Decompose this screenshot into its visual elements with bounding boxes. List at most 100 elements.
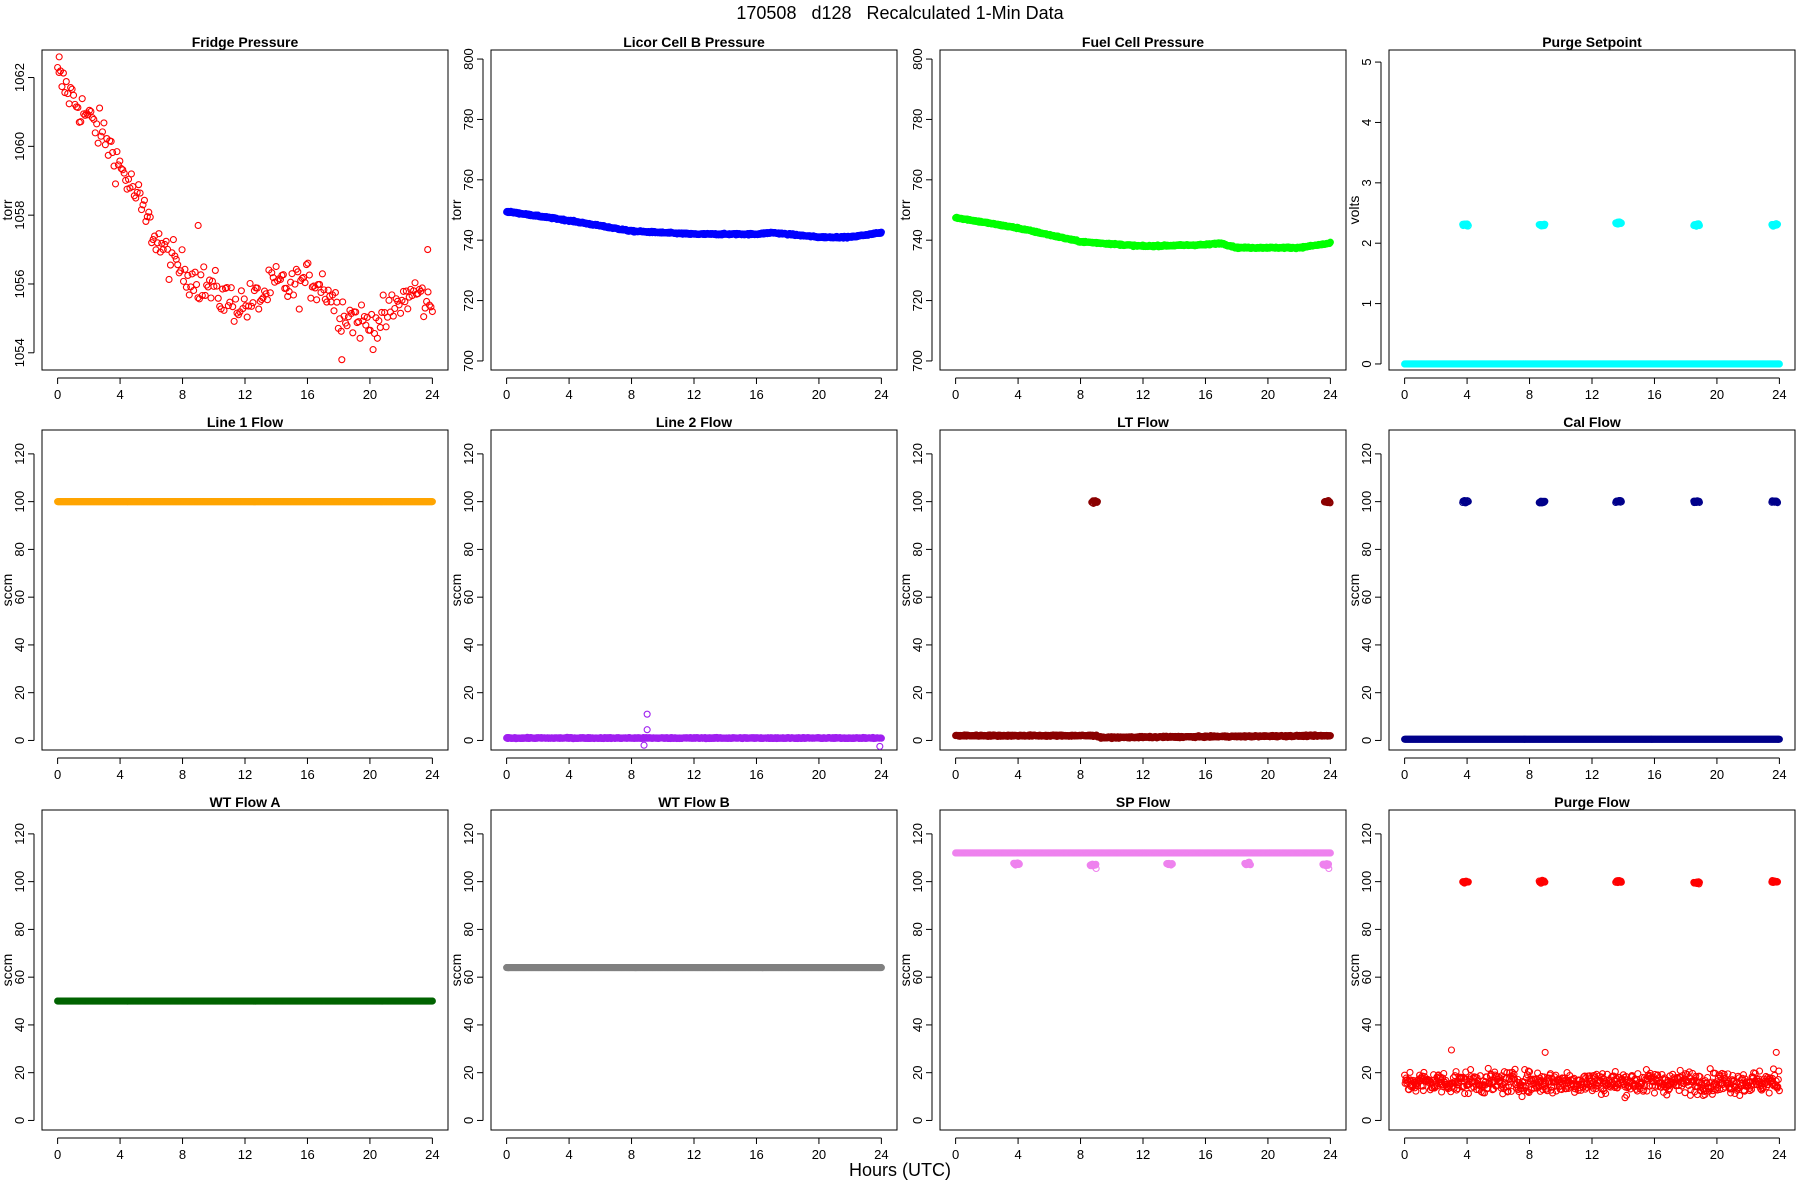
x-tick-label: 24 [1772, 387, 1786, 402]
data-point [420, 313, 428, 321]
data-point [291, 280, 299, 288]
data-point [78, 95, 86, 103]
data-point [178, 246, 186, 254]
data-point [369, 346, 377, 354]
data-point [137, 206, 146, 214]
data-point [224, 302, 232, 310]
data-point [135, 181, 143, 189]
data-point [232, 295, 240, 303]
x-tick-label: 8 [179, 767, 186, 782]
data-point [174, 261, 182, 269]
data-point [1773, 220, 1782, 228]
data-point [391, 304, 399, 313]
data-point [120, 169, 128, 177]
data-point [362, 321, 370, 329]
panel-title: Licor Cell B Pressure [623, 34, 765, 50]
y-tick-label: 740 [910, 229, 925, 251]
y-tick-label: 4 [1359, 119, 1374, 126]
data-point [67, 84, 75, 92]
x-tick-label: 20 [812, 387, 826, 402]
data-point [304, 259, 312, 267]
data-point [100, 119, 108, 127]
x-tick-label: 24 [1323, 767, 1337, 782]
data-point [194, 221, 202, 230]
y-tick-label: 0 [461, 737, 476, 744]
x-tick-label: 0 [54, 767, 61, 782]
y-tick-label: 20 [461, 685, 476, 699]
x-tick-label: 4 [565, 387, 572, 402]
x-tick-label: 12 [1136, 767, 1150, 782]
data-point [58, 83, 66, 91]
data-point [643, 726, 651, 734]
x-tick-label: 20 [1261, 767, 1275, 782]
data-point [140, 196, 148, 204]
data-point [421, 304, 429, 312]
data-point [104, 151, 112, 159]
data-point [96, 104, 104, 112]
data-point [268, 269, 276, 277]
x-tick-label: 12 [1136, 387, 1150, 402]
data-point [55, 53, 63, 61]
data-point [69, 91, 78, 99]
y-tick-label: 60 [12, 590, 27, 604]
y-tick-label: 720 [461, 290, 476, 312]
data-point [287, 278, 295, 286]
data-point [192, 280, 201, 289]
x-tick-label: 0 [1401, 387, 1408, 402]
x-tick-label: 4 [1014, 387, 1021, 402]
data-point [320, 286, 328, 294]
data-point [263, 296, 271, 304]
data-point [404, 305, 412, 313]
plot-frame [1388, 49, 1796, 371]
plot-frame [41, 429, 449, 751]
x-tick-label: 8 [1526, 387, 1533, 402]
x-tick-label: 12 [687, 387, 701, 402]
data-point [169, 236, 177, 244]
y-tick-label: 120 [910, 443, 925, 465]
data-point [153, 239, 162, 247]
data-point [182, 283, 190, 291]
y-tick-label: 0 [12, 737, 27, 744]
data-point [177, 267, 185, 275]
data-point [417, 287, 425, 295]
data-point [223, 283, 231, 292]
data-point [143, 213, 151, 221]
plot-frame [939, 49, 1347, 371]
y-tick-label: 100 [12, 491, 27, 513]
x-tick-label: 8 [1077, 767, 1084, 782]
data-point [301, 279, 309, 287]
data-point [385, 296, 393, 304]
data-point [146, 213, 154, 221]
data-point [318, 270, 326, 278]
data-point [62, 78, 70, 86]
data-point [330, 307, 338, 315]
data-point [1775, 360, 1783, 368]
data-point [240, 295, 248, 303]
x-tick-label: 24 [1323, 387, 1337, 402]
y-axis-label: torr [897, 199, 913, 220]
y-tick-label: 1062 [12, 63, 27, 92]
x-tick-label: 8 [628, 387, 635, 402]
data-point [294, 268, 302, 276]
x-tick-label: 16 [749, 767, 763, 782]
x-tick-label: 0 [503, 387, 510, 402]
data-point [368, 310, 376, 318]
y-tick-label: 800 [461, 48, 476, 70]
data-point [266, 289, 274, 297]
data-point [424, 288, 432, 296]
data-point [360, 312, 368, 321]
data-point [243, 313, 251, 321]
x-tick-label: 8 [179, 387, 186, 402]
y-tick-label: 700 [461, 350, 476, 372]
data-point [397, 309, 405, 317]
y-tick-label: 100 [461, 491, 476, 513]
x-tick-label: 20 [1261, 387, 1275, 402]
data-point [113, 148, 121, 156]
data-point [388, 291, 396, 299]
data-point [373, 334, 381, 342]
x-tick-label: 4 [1463, 387, 1470, 402]
data-point [200, 263, 208, 271]
